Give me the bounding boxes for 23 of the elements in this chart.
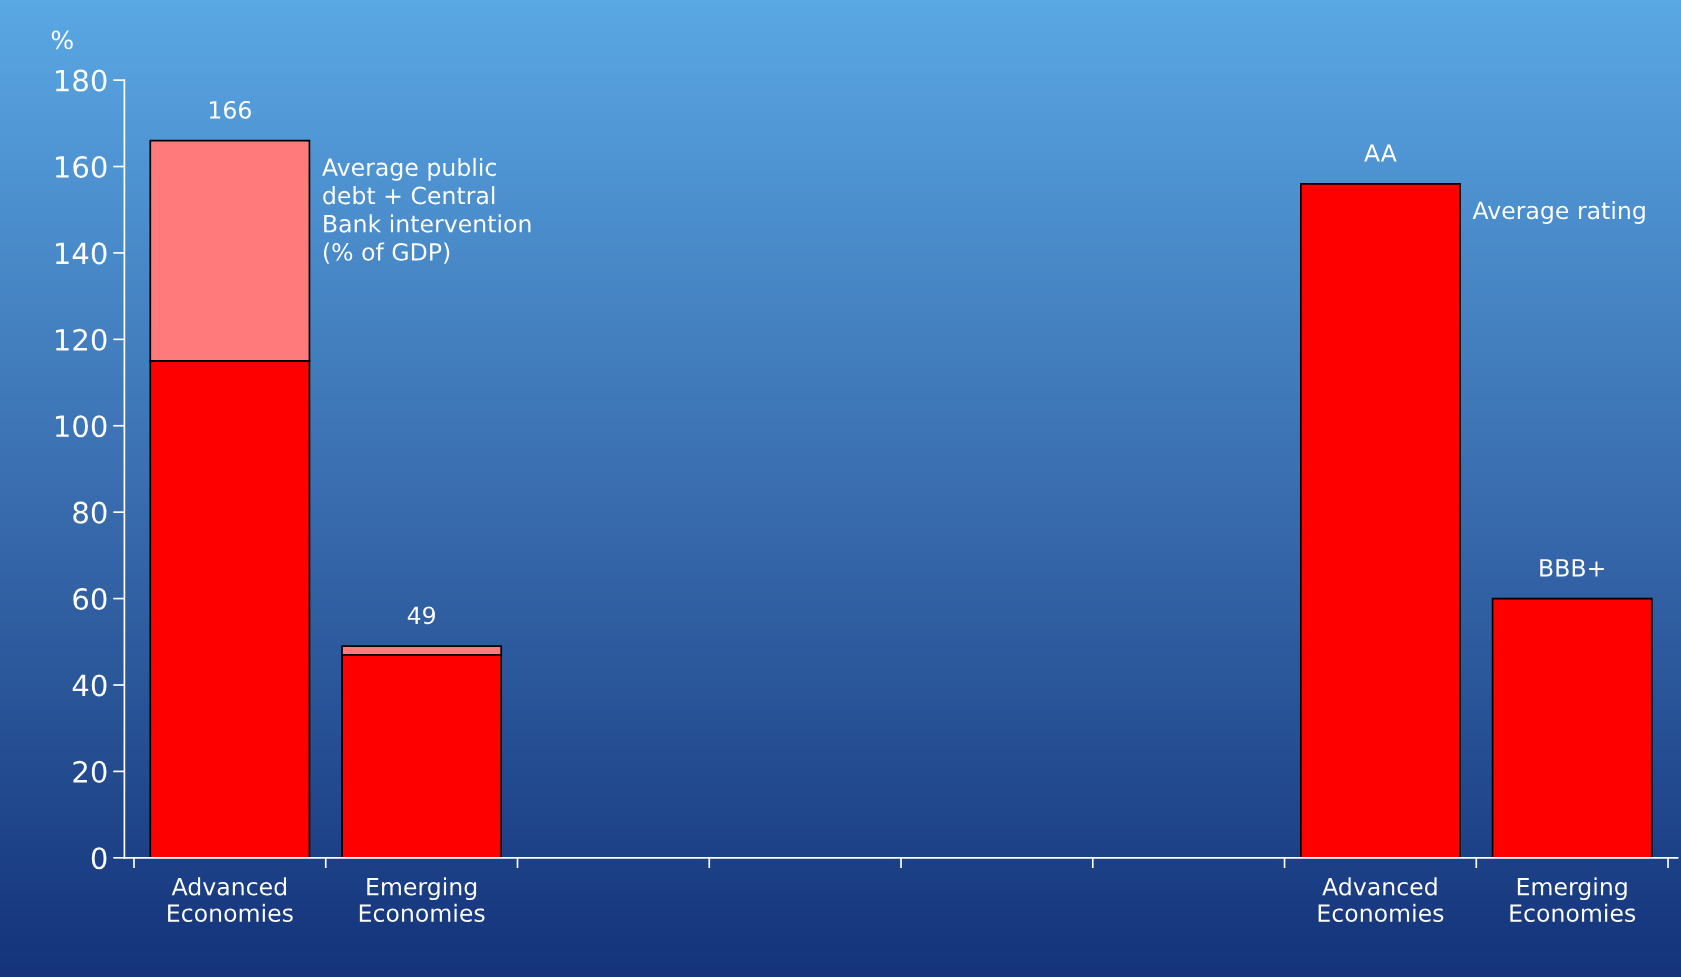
y-axis-title: % [51, 30, 73, 50]
y-tick-label: 20 [73, 760, 107, 783]
y-tick-label: 80 [73, 501, 107, 524]
y-tick-label: 0 [91, 847, 107, 870]
annotation: Average rating [1472, 201, 1645, 224]
x-tick-label: Emerging Economies [1510, 877, 1636, 922]
x-tick-label: Advanced Economies [168, 877, 293, 922]
x-tick-label: Emerging Economies [359, 877, 485, 922]
annotation: Average public debt + Central Bank intervention (% of GDP) [322, 157, 531, 264]
y-tick-label: 40 [72, 674, 107, 697]
bar [1299, 182, 1461, 858]
total-label: BBB+ [1540, 559, 1604, 577]
y-tick-label: 160 [55, 155, 107, 179]
total-label: 166 [209, 100, 251, 119]
total-label: 49 [407, 606, 435, 625]
y-tick-label: 180 [55, 69, 107, 92]
y-tick-label: 60 [73, 588, 107, 611]
x-tick-label: Advanced Economies [1318, 877, 1444, 922]
y-tick-label: 140 [55, 242, 107, 265]
total-label: AA [1364, 144, 1397, 162]
y-tick-label: 100 [55, 415, 107, 438]
y-tick-label: 120 [55, 328, 107, 351]
bar [1491, 597, 1653, 858]
